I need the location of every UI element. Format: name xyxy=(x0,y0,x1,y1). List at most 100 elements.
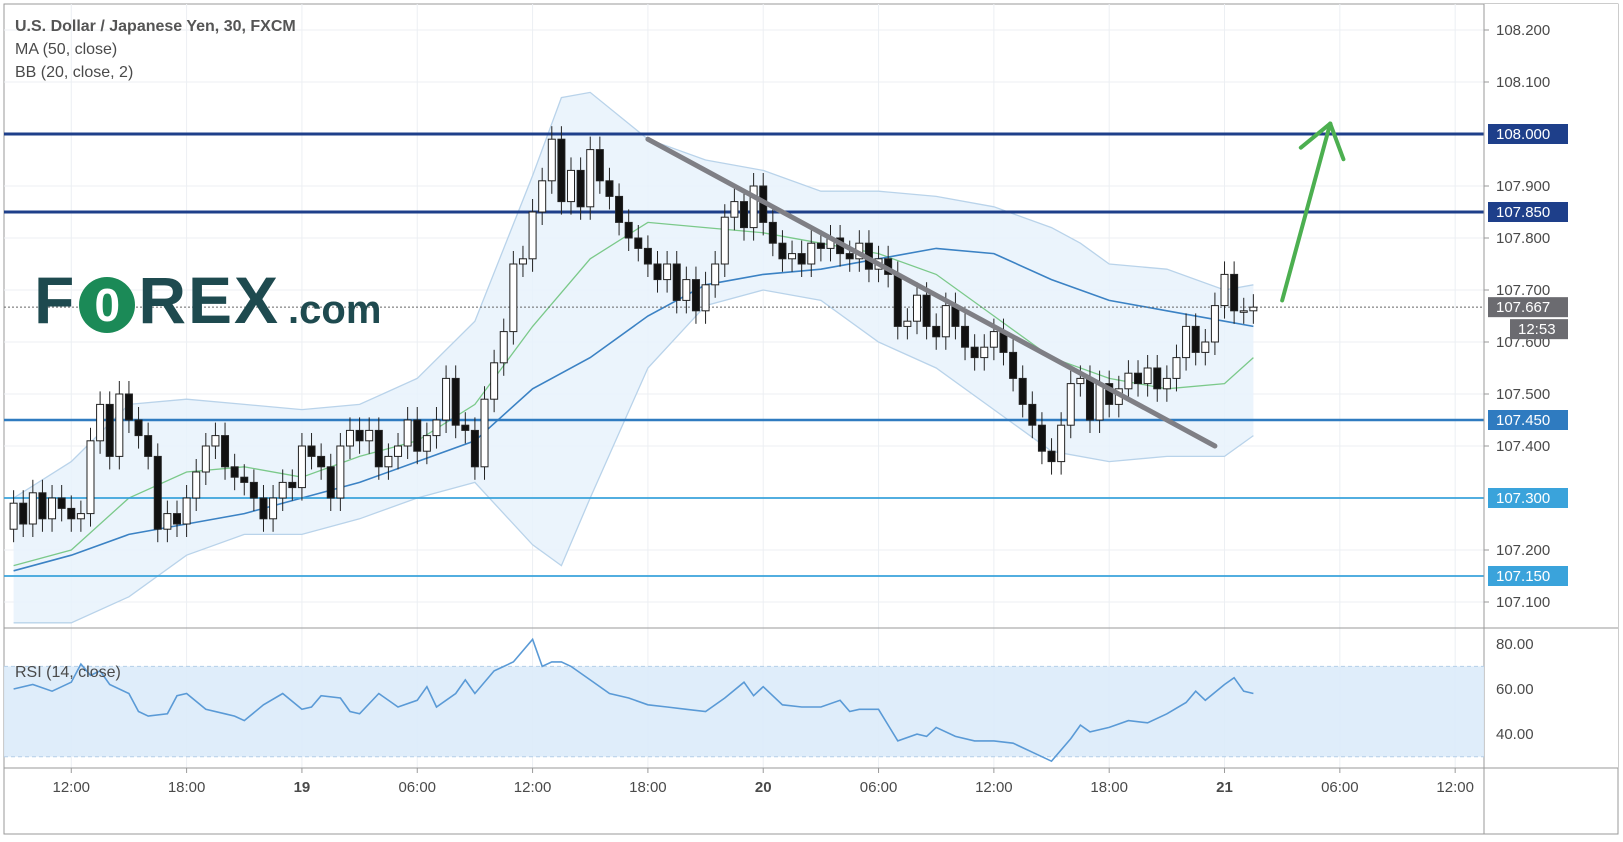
candle-up xyxy=(1095,383,1104,421)
level-badge xyxy=(1488,410,1568,430)
candle-up xyxy=(211,435,220,447)
time-tick-label: 12:00 xyxy=(52,779,90,796)
last-price-badge xyxy=(1488,297,1568,318)
candle-down xyxy=(1009,351,1018,379)
candle-down xyxy=(249,481,258,499)
candle-down xyxy=(970,346,979,359)
time-tick-label: 19 xyxy=(294,779,311,796)
candle-down xyxy=(57,497,66,509)
time-tick-label: 18:00 xyxy=(1090,779,1128,796)
candle-up xyxy=(499,331,508,364)
candle-down xyxy=(461,424,470,431)
chart-title: U.S. Dollar / Japanese Yen, 30, FXCM xyxy=(15,18,296,35)
candle-up xyxy=(442,377,451,421)
candle-up xyxy=(1172,357,1181,379)
logo-text-left: F xyxy=(34,263,77,337)
candle-up xyxy=(201,445,210,473)
level-badge-label: 107.450 xyxy=(1496,412,1550,429)
rsi-panel: 80.00 60.00 40.00 xyxy=(4,636,1618,769)
candle-down xyxy=(691,279,700,312)
price-tick-label: 107.700 xyxy=(1496,282,1550,299)
candle-up xyxy=(989,331,998,348)
level-badge-label: 107.850 xyxy=(1496,204,1550,221)
candle-down xyxy=(470,429,479,468)
candle-up xyxy=(336,445,345,499)
candle-down xyxy=(624,221,633,239)
candle-up xyxy=(663,263,672,281)
rsi-band xyxy=(4,666,1484,757)
candle-down xyxy=(124,393,133,421)
candle-up xyxy=(1210,305,1219,343)
candle-down xyxy=(307,445,316,457)
candle-down xyxy=(67,507,76,520)
logo-domain: .com xyxy=(288,288,382,332)
candle-up xyxy=(278,481,287,499)
price-axis[interactable]: 108.200 108.100 107.900 107.800 107.700107.6… xyxy=(4,4,1618,834)
candle-up xyxy=(1162,377,1171,390)
candle-down xyxy=(778,242,787,260)
candle-up xyxy=(480,398,489,468)
candle-up xyxy=(941,305,950,338)
ma-50-line xyxy=(13,247,1254,572)
candle-up xyxy=(1124,372,1133,390)
candle-up xyxy=(980,346,989,359)
candle-down xyxy=(634,237,643,249)
candle-down xyxy=(816,242,825,249)
candle-up xyxy=(1182,325,1191,359)
time-tick-label: 12:00 xyxy=(975,779,1013,796)
time-tick-label: 12:00 xyxy=(1436,779,1474,796)
rsi-tick-label: 40.00 xyxy=(1496,726,1534,743)
candle-up xyxy=(538,180,547,213)
candle-up xyxy=(528,211,537,260)
candle-down xyxy=(374,429,383,468)
candle-down xyxy=(672,263,681,301)
candle-up xyxy=(490,362,499,400)
candle-up xyxy=(365,429,374,442)
candle-up xyxy=(547,138,556,182)
candle-up xyxy=(394,445,403,457)
candle-down xyxy=(1047,450,1056,463)
candle-down xyxy=(172,513,181,525)
candle-down xyxy=(288,481,297,489)
price-tick-label: 107.400 xyxy=(1496,438,1550,455)
candle-up xyxy=(807,242,816,265)
candle-up xyxy=(28,492,37,525)
bullish-arrow-shaft xyxy=(1280,121,1333,303)
candle-up xyxy=(1220,273,1229,307)
candle-up xyxy=(567,169,576,203)
candle-down xyxy=(317,455,326,468)
candle-down xyxy=(144,435,153,457)
candle-up xyxy=(720,216,729,265)
candle-up xyxy=(384,455,393,468)
price-tick-label: 108.100 xyxy=(1496,74,1550,91)
candle-down xyxy=(1191,325,1200,353)
candle-down xyxy=(653,263,662,281)
candle-down xyxy=(797,253,806,265)
candle-up xyxy=(1249,306,1258,312)
candle-down xyxy=(768,221,777,244)
time-tick-label: 06:00 xyxy=(1321,779,1359,796)
candle-down xyxy=(557,138,566,203)
rsi-tick-label: 80.00 xyxy=(1496,636,1534,653)
candle-down xyxy=(413,419,422,452)
candle-down xyxy=(1230,273,1239,312)
countdown-label: 12:53 xyxy=(1518,321,1556,338)
candle-down xyxy=(740,201,748,229)
price-tick-label: 108.200 xyxy=(1496,22,1550,39)
candle-up xyxy=(788,253,797,260)
level-badge-label: 107.300 xyxy=(1496,490,1550,507)
candle-down xyxy=(922,294,931,327)
time-tick-label: 18:00 xyxy=(168,779,206,796)
price-tick-label: 107.800 xyxy=(1496,230,1550,247)
candle-up xyxy=(518,258,527,265)
candle-down xyxy=(105,403,114,457)
time-axis[interactable]: 12:00 18:00 19 06:00 12:00 18:00 20 06:00 12:00 1… xyxy=(52,768,1474,796)
candle-up xyxy=(192,471,201,499)
candle-down xyxy=(1134,372,1143,385)
candle-down xyxy=(1153,367,1162,390)
price-tick-label: 107.200 xyxy=(1496,542,1550,559)
rsi-tick-label: 60.00 xyxy=(1496,681,1534,698)
forex-logo: F 0 REX .com xyxy=(34,262,382,337)
candle-up xyxy=(509,263,518,333)
